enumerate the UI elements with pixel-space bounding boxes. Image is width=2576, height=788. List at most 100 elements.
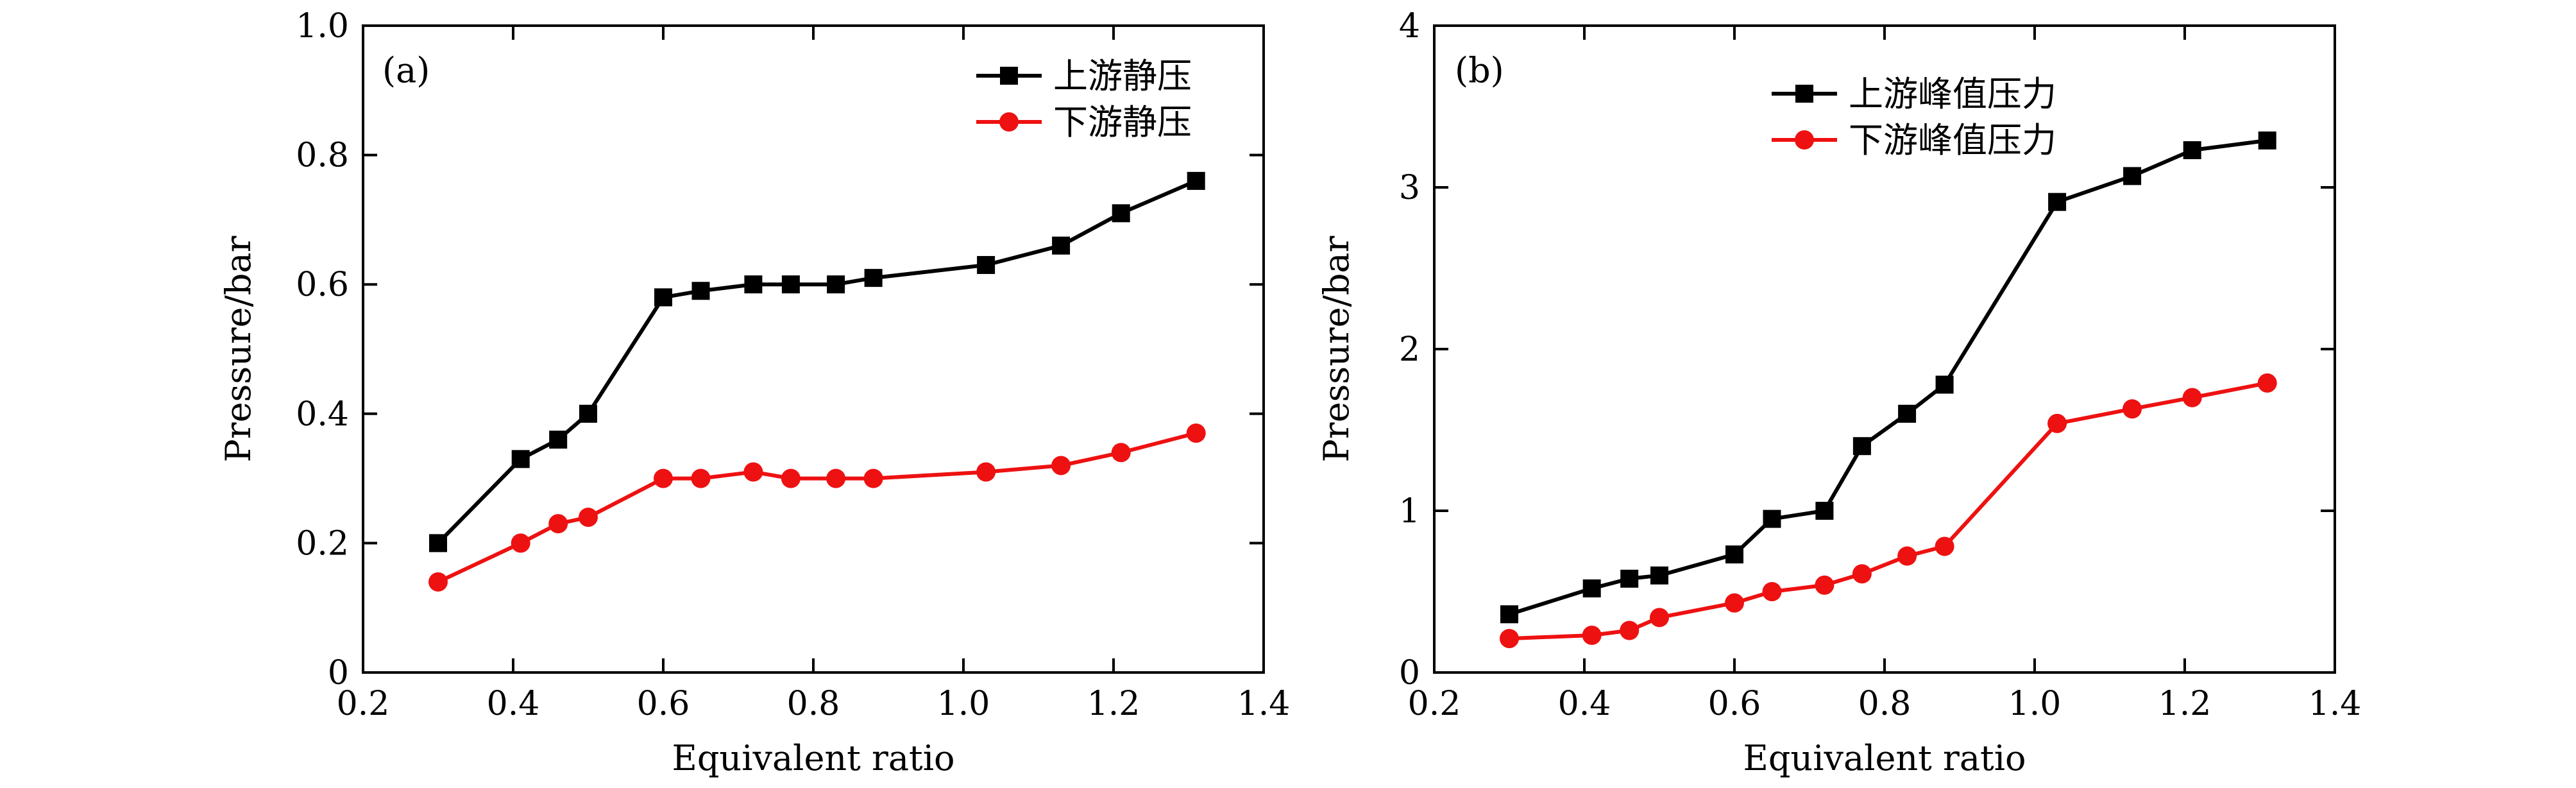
data-point (864, 269, 883, 287)
data-point (1815, 502, 1834, 520)
data-point (1725, 593, 1744, 613)
data-point (2047, 413, 2067, 433)
data-point (1650, 566, 1668, 585)
data-point (1187, 171, 1205, 190)
data-point (2258, 131, 2276, 150)
x-tick-label: 0.4 (487, 685, 540, 723)
square-marker-icon (1795, 85, 1813, 103)
x-tick-label: 1.4 (1237, 685, 1291, 723)
x-tick-label: 1.2 (2158, 685, 2212, 723)
data-point (1852, 437, 1871, 456)
y-tick-label: 0.2 (296, 524, 349, 563)
y-tick-label: 0.8 (296, 137, 349, 175)
x-tick-label: 1.2 (1087, 685, 1140, 723)
legend-label: 下游静压 (1053, 102, 1192, 142)
data-point (1897, 546, 1917, 566)
data-point (549, 431, 568, 449)
data-point (511, 450, 530, 468)
series-line (437, 431, 1197, 584)
data-point (781, 468, 801, 488)
y-axis-ticks: 0 0.2 0.4 0.6 0.8 1.0 (296, 7, 1264, 692)
data-point (429, 534, 447, 552)
x-tick-label: 1.0 (937, 685, 990, 723)
data-point (1650, 608, 1669, 628)
x-tick-label: 0.6 (637, 685, 690, 723)
data-point (977, 255, 996, 274)
x-axis-ticks: 0.2 0.4 0.6 0.8 1.0 1.2 1.4 (1408, 26, 2362, 723)
y-tick-label: 2 (1399, 330, 1420, 369)
data-point (2257, 373, 2277, 393)
data-point (743, 462, 763, 482)
data-point (1500, 629, 1519, 649)
y-tick-label: 4 (1399, 7, 1420, 46)
data-point (1051, 456, 1071, 475)
x-tick-label: 0.2 (337, 685, 390, 723)
x-tick-label: 1.4 (2309, 685, 2362, 723)
data-point (1620, 621, 1640, 640)
x-tick-label: 0.8 (1858, 685, 1911, 723)
square-marker-icon (1000, 67, 1018, 85)
data-point (2183, 141, 2201, 160)
panel-label: (a) (382, 50, 430, 90)
data-point (2182, 388, 2202, 407)
panel-label: (b) (1455, 50, 1504, 90)
data-point (654, 468, 673, 488)
series-line (436, 179, 1197, 545)
x-tick-label: 0.8 (787, 685, 840, 723)
data-point (1052, 236, 1071, 255)
y-tick-label: 1.0 (296, 7, 349, 46)
data-point (1898, 404, 1917, 423)
data-point (579, 404, 597, 423)
x-axis-title: Equivalent ratio (1743, 738, 2026, 778)
data-point (1935, 375, 1954, 394)
legend-label: 上游静压 (1053, 56, 1192, 96)
data-point (2123, 399, 2142, 419)
y-axis-title: Pressure/bar (1316, 236, 1357, 462)
data-point (1111, 443, 1131, 463)
data-point (1186, 424, 1206, 443)
legend-label: 上游峰值压力 (1849, 74, 2056, 114)
chart-panel-a: 0.2 0.4 0.6 0.8 1.0 1.2 1.4 00.20.40.60.81.0 (… (218, 7, 1290, 778)
data-point (781, 275, 800, 294)
data-point (1112, 204, 1130, 223)
legend: 上游峰值压力 下游峰值压力 (1772, 74, 2056, 160)
series-layer (428, 171, 1206, 592)
data-point (1815, 575, 1835, 595)
data-point (827, 275, 845, 294)
data-point (1762, 582, 1782, 601)
data-point (976, 462, 996, 482)
series-line (1509, 381, 2268, 641)
legend-item: 上游峰值压力 (1772, 74, 2056, 114)
data-point (654, 288, 672, 307)
data-point (428, 572, 448, 592)
series-line (1509, 138, 2268, 617)
data-point (2123, 167, 2142, 185)
data-point (691, 282, 710, 300)
legend-label: 下游峰值压力 (1849, 120, 2056, 160)
data-point (511, 533, 530, 553)
data-point (826, 468, 846, 488)
data-point (1852, 564, 1872, 584)
data-point (744, 275, 763, 294)
data-point (691, 468, 711, 488)
y-tick-label: 0.4 (296, 395, 349, 434)
data-point (2048, 193, 2067, 211)
data-point (548, 514, 568, 534)
y-tick-label: 0 (328, 654, 349, 692)
legend: 上游静压 下游静压 (976, 56, 1192, 142)
x-tick-label: 0.2 (1408, 685, 1461, 723)
x-axis-title: Equivalent ratio (672, 738, 954, 778)
y-axis-title: Pressure/bar (218, 236, 258, 462)
y-axis-ticks: 0 1 2 3 4 (1399, 7, 2335, 692)
circle-marker-icon (999, 112, 1019, 132)
data-point (1582, 626, 1602, 646)
data-point (579, 508, 598, 527)
data-point (1582, 579, 1601, 597)
data-point (863, 468, 883, 488)
series-layer (1500, 131, 2277, 649)
y-tick-label: 0 (1399, 654, 1420, 692)
y-tick-label: 1 (1399, 492, 1420, 531)
legend-item: 下游峰值压力 (1772, 120, 2056, 160)
circle-marker-icon (1795, 130, 1814, 150)
